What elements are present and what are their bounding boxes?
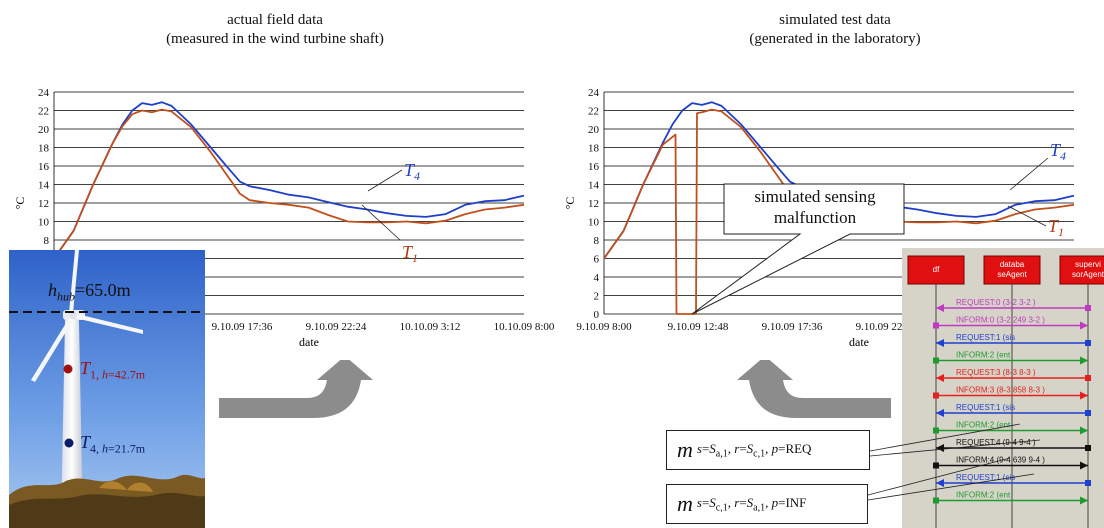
sequence-message-label: INFORM:2 (ent [956,351,1011,360]
right-chart-heading: simulated test data (generated in the la… [670,11,1000,49]
sequence-message-label: REQUEST:4 (9-4 9-4 ) [956,438,1036,447]
sequence-message: INFORM:2 (ent [933,351,1088,365]
x-axis-label: date [299,335,319,349]
y-tick-label: 4 [594,272,600,284]
hub-height-label: hhub=65.0m [48,280,131,304]
right-heading-line2: (generated in the laboratory) [749,31,921,47]
x-tick-label: 9.10.09 17:36 [212,321,273,333]
right-heading-line1: simulated test data [779,12,891,28]
series-line-t4 [53,101,525,260]
agent-box: df [907,255,965,285]
sequence-message-label: INFORM:2 (ent [956,421,1011,430]
x-tick-label: 9.10.09 17:36 [762,321,823,333]
sequence-message-label: INFORM:2 (ent [956,491,1011,500]
sequence-message: REQUEST:1 (sis [936,333,1091,347]
callout-line2: malfunction [773,208,857,227]
sequence-message-label: REQUEST:3 (8-3 8-3 ) [956,368,1036,377]
agent-name: df [933,265,940,274]
sequence-message-label: INFORM:3 (8-3 858 8-3 ) [956,386,1045,395]
y-tick-label: 24 [38,87,50,99]
sequence-message-label: REQUEST:1 (sis [956,333,1015,342]
t4-height-label: T4, h=21.7m [80,432,146,456]
sequence-message-label: REQUEST:1 (sis [956,473,1015,482]
y-tick-label: 16 [38,161,50,173]
y-tick-label: 18 [38,143,50,155]
left-heading-line2: (measured in the wind turbine shaft) [166,31,384,47]
t4-label-left: T4 [404,160,420,183]
y-tick-label: 22 [38,106,49,118]
y-tick-label: 20 [38,124,50,136]
sequence-message: INFORM:2 (ent [933,491,1088,505]
t1-height-label: T1, h=42.7m [80,358,146,382]
turbine-illustration [9,250,205,528]
y-tick-label: 6 [594,254,600,266]
x-tick-label: 9.10.09 22:24 [856,321,917,333]
sequence-message: INFORM:3 (8-3 858 8-3 ) [933,386,1088,400]
sequence-message: REQUEST:3 (8-3 8-3 ) [936,368,1091,382]
malfunction-callout [691,183,905,315]
curved-arrow-right [737,360,891,418]
y-tick-label: 18 [588,143,600,155]
y-tick-label: 14 [588,180,600,192]
y-tick-label: 24 [588,87,600,99]
y-tick-label: 10 [588,217,600,229]
sequence-message: INFORM:4 (9-4 639 9-4 ) [933,456,1088,470]
x-tick-label: 9.10.09 22:24 [306,321,367,333]
message-box-request: m s=Sa,1, r=Sc,1, p=REQ [666,430,870,470]
y-tick-label: 16 [588,161,600,173]
y-tick-label: 0 [594,309,600,321]
t1-leader-right [1007,205,1047,227]
sequence-message-label: REQUEST:1 (sis [956,403,1015,412]
y-axis-label: °C [563,197,577,210]
x-tick-label: 10.10.09 8:00 [494,321,555,333]
sequence-message: REQUEST:1 (sis [936,403,1091,417]
sequence-message-label: REQUEST:0 (3-2 3-2 ) [956,298,1036,307]
sequence-message: INFORM:2 (ent [933,421,1088,435]
t4-label-right: T4 [1050,140,1066,163]
sequence-message-label: INFORM:0 (3-2 249 3-2 ) [956,316,1045,325]
y-tick-label: 12 [38,198,49,210]
curved-arrow-left [219,360,373,418]
x-axis-label: date [849,335,869,349]
sequence-message: REQUEST:4 (9-4 9-4 ) [936,438,1091,452]
sequence-message: REQUEST:1 (sis [936,473,1091,487]
sequence-message: REQUEST:0 (3-2 3-2 ) [936,298,1091,312]
left-chart-heading: actual field data (measured in the wind … [110,11,440,49]
t4-leader-right [1009,157,1049,191]
x-tick-label: 9.10.09 12:48 [668,321,729,333]
t1-label-left: T1 [402,242,418,265]
series-line-t1 [53,108,525,260]
callout-line1: simulated sensing [754,187,876,206]
y-axis-label: °C [13,197,27,210]
t1-leader-left [361,204,401,241]
agent-name: databa [1000,260,1025,269]
agent-name: seAgent [997,270,1027,279]
y-tick-label: 20 [588,124,600,136]
y-tick-label: 22 [588,106,599,118]
sequence-message-label: INFORM:4 (9-4 639 9-4 ) [956,456,1045,465]
t1-label-right: T1 [1048,216,1064,239]
y-tick-label: 2 [594,291,600,303]
y-tick-label: 14 [38,180,50,192]
wind-turbine-photo [9,250,205,528]
x-tick-label: 10.10.09 3:12 [400,321,461,333]
sequence-message: INFORM:0 (3-2 249 3-2 ) [933,316,1088,330]
x-tick-label: 9.10.09 8:00 [576,321,632,333]
agent-name: supervi [1075,260,1101,269]
y-tick-label: 8 [44,235,50,247]
callout-text: simulated sensing malfunction [726,186,904,228]
y-tick-label: 8 [594,235,600,247]
message-box-inform: m s=Sc,1, r=Sa,1, p=INF [666,484,868,524]
agent-name: sorAgent [1072,270,1104,279]
left-heading-line1: actual field data [227,12,323,28]
y-tick-label: 12 [588,198,599,210]
y-tick-label: 10 [38,217,50,229]
t4-leader-left [367,169,403,192]
